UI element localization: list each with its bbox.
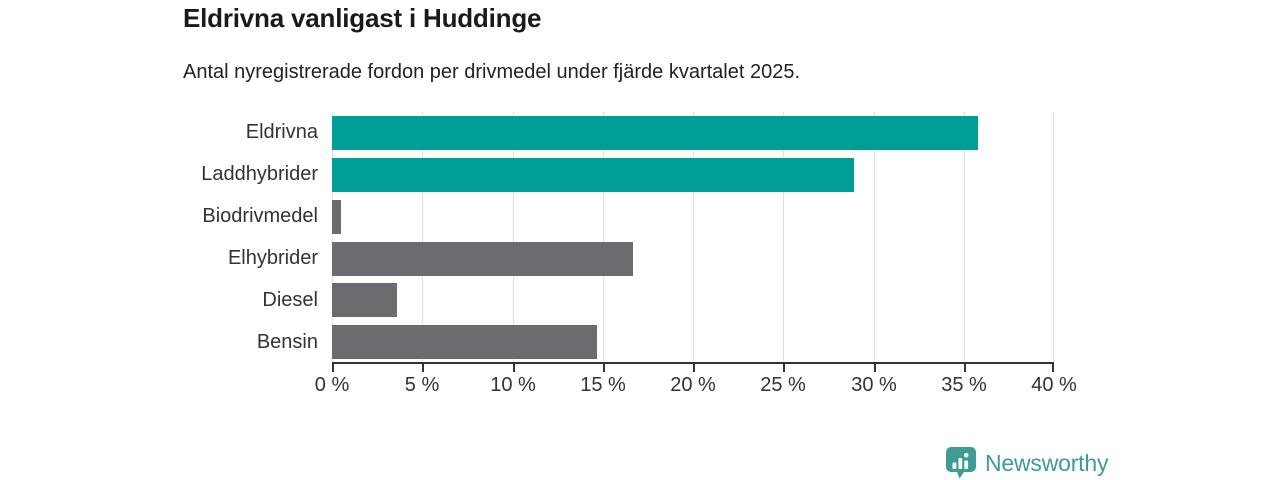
x-tick-mark-35pct [964, 364, 966, 372]
gridline-5pct [422, 112, 423, 363]
x-tick-mark-20pct [693, 364, 695, 372]
chart-subtitle: Antal nyregistrerade fordon per drivmede… [183, 61, 801, 83]
bar-eldrivna [332, 116, 979, 150]
bar-row-bensin [332, 321, 1054, 363]
bar-row-diesel [332, 279, 1054, 321]
gridline-0pct [332, 112, 333, 363]
x-tick-mark-10pct [513, 364, 515, 372]
bar-row-biodrivmedel [332, 196, 1054, 238]
gridline-20pct [693, 112, 694, 363]
x-tick-label-10pct: 10 % [490, 374, 536, 396]
gridline-15pct [603, 112, 604, 363]
x-axis-tick-labels: 0 % 5 % 10 % 15 % 20 % 25 % 30 % 35 % 40 % [315, 374, 1077, 400]
category-label-elhybrider: Elhybrider [227, 246, 318, 269]
bar-biodrivmedel [332, 200, 342, 234]
x-tick-label-25pct: 25 % [760, 374, 806, 396]
bar-laddhybrider [332, 158, 854, 192]
gridline-40pct [1053, 112, 1054, 363]
x-tick-mark-40pct [1052, 364, 1054, 372]
x-axis-line [332, 362, 1054, 372]
gridline-35pct [964, 112, 965, 363]
x-tick-label-20pct: 20 % [670, 374, 716, 396]
category-label-bensin: Bensin [256, 330, 318, 353]
bar-row-laddhybrider [332, 154, 1054, 196]
newsworthy-pin-chart-icon [946, 447, 976, 479]
category-label-biodrivmedel: Biodrivmedel [202, 205, 318, 228]
chart-title: Eldrivna vanligast i Huddinge [183, 3, 542, 33]
plot-area [332, 112, 1054, 363]
gridline-10pct [513, 112, 514, 363]
gridline-30pct [874, 112, 875, 363]
bar-row-eldrivna [332, 112, 1054, 154]
x-tick-mark-25pct [783, 364, 785, 372]
x-tick-mark-15pct [603, 364, 605, 372]
bar-row-elhybrider [332, 238, 1054, 280]
bar-bensin [332, 325, 598, 359]
x-tick-label-40pct: 40 % [1031, 374, 1077, 396]
y-axis-category-labels: Eldrivna Laddhybrider Biodrivmedel Elhybrid… [0, 112, 318, 363]
bar-elhybrider [332, 242, 634, 276]
newsworthy-logo: Newsworthy [945, 446, 1108, 480]
gridline-25pct [783, 112, 784, 363]
category-label-diesel: Diesel [262, 288, 318, 311]
x-tick-label-0pct: 0 % [314, 374, 350, 396]
x-tick-label-15pct: 15 % [580, 374, 626, 396]
x-tick-mark-0pct [332, 364, 334, 372]
category-label-laddhybrider: Laddhybrider [201, 163, 318, 186]
brand-name: Newsworthy [985, 449, 1109, 476]
bar-diesel [332, 283, 397, 317]
category-label-eldrivna: Eldrivna [245, 121, 318, 144]
x-tick-mark-30pct [874, 364, 876, 372]
x-tick-label-35pct: 35 % [941, 374, 987, 396]
x-tick-mark-5pct [422, 364, 424, 372]
x-tick-label-30pct: 30 % [851, 374, 897, 396]
x-tick-label-5pct: 5 % [404, 374, 440, 396]
